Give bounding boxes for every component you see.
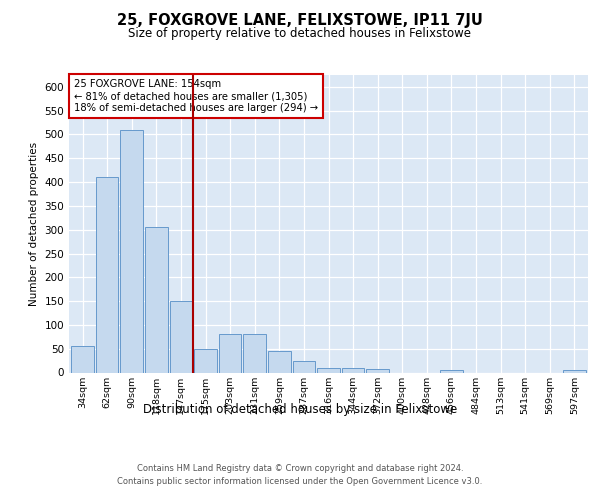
- Bar: [440, 370, 463, 372]
- Bar: [293, 360, 315, 372]
- Bar: [71, 346, 94, 372]
- Text: Contains HM Land Registry data © Crown copyright and database right 2024.: Contains HM Land Registry data © Crown c…: [137, 464, 463, 473]
- Bar: [268, 351, 290, 372]
- Bar: [194, 348, 217, 372]
- Bar: [96, 178, 118, 372]
- Text: Distribution of detached houses by size in Felixstowe: Distribution of detached houses by size …: [143, 402, 457, 415]
- Text: 25, FOXGROVE LANE, FELIXSTOWE, IP11 7JU: 25, FOXGROVE LANE, FELIXSTOWE, IP11 7JU: [117, 12, 483, 28]
- Bar: [170, 301, 192, 372]
- Text: 25 FOXGROVE LANE: 154sqm
← 81% of detached houses are smaller (1,305)
18% of sem: 25 FOXGROVE LANE: 154sqm ← 81% of detach…: [74, 80, 319, 112]
- Bar: [342, 368, 364, 372]
- Bar: [244, 334, 266, 372]
- Text: Contains public sector information licensed under the Open Government Licence v3: Contains public sector information licen…: [118, 477, 482, 486]
- Text: Size of property relative to detached houses in Felixstowe: Size of property relative to detached ho…: [128, 28, 472, 40]
- Y-axis label: Number of detached properties: Number of detached properties: [29, 142, 39, 306]
- Bar: [317, 368, 340, 372]
- Bar: [145, 228, 167, 372]
- Bar: [219, 334, 241, 372]
- Bar: [367, 368, 389, 372]
- Bar: [121, 130, 143, 372]
- Bar: [563, 370, 586, 372]
